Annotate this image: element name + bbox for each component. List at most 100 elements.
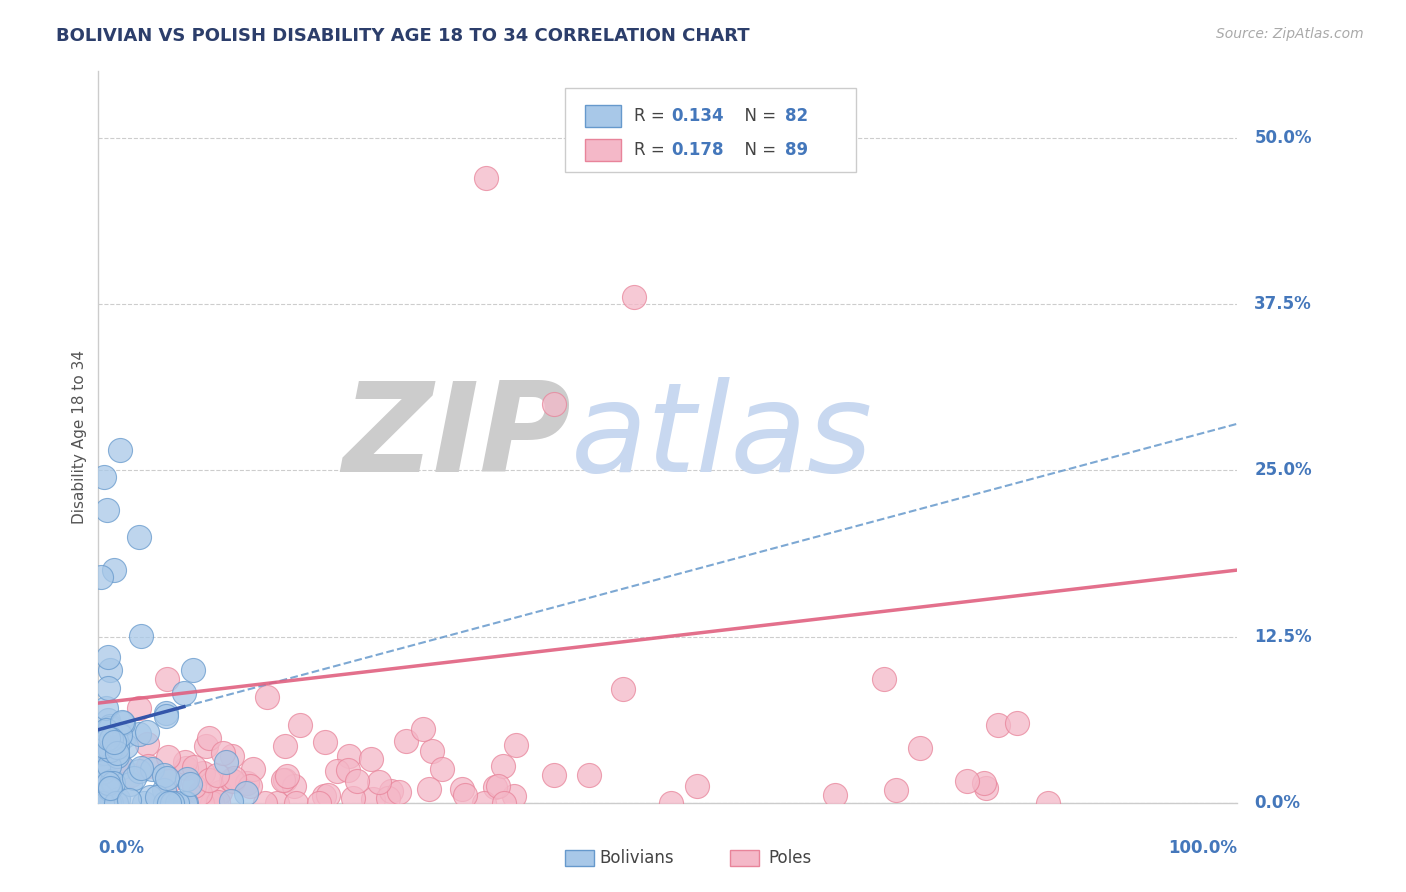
Point [987, 718, 1010, 732]
Point [308, 796, 330, 810]
Point [219, 773, 242, 788]
Point [152, 783, 174, 797]
Point [208, 785, 231, 799]
Point [430, 762, 453, 776]
Point [103, 735, 125, 749]
Point [131, 629, 153, 643]
Point [198, 772, 221, 787]
Text: ZIP: ZIP [342, 376, 571, 498]
Point [283, 779, 305, 793]
Point [235, 776, 257, 790]
Point [100, 796, 122, 810]
Point [337, 763, 360, 777]
Point [361, 792, 384, 806]
Point [115, 739, 138, 754]
Text: 0.134: 0.134 [671, 107, 724, 125]
Point [100, 731, 122, 746]
Point [97, 681, 120, 695]
Text: 25.0%: 25.0% [1254, 461, 1312, 479]
Point [222, 773, 245, 788]
Point [157, 796, 180, 810]
Point [89, 789, 111, 803]
Point [973, 776, 995, 790]
Point [97, 781, 120, 796]
Point [222, 771, 245, 785]
Text: 37.5%: 37.5% [1254, 295, 1312, 313]
Point [212, 746, 235, 760]
Point [824, 788, 846, 802]
Point [908, 740, 931, 755]
Text: atlas: atlas [571, 376, 873, 498]
Point [193, 765, 215, 780]
Point [503, 789, 526, 804]
Point [543, 768, 565, 782]
Point [312, 789, 335, 804]
Point [107, 792, 129, 806]
Point [412, 722, 434, 736]
Point [96, 796, 118, 810]
Point [453, 788, 475, 802]
Point [136, 737, 159, 751]
Point [543, 397, 565, 411]
Bar [585, 105, 621, 127]
Point [253, 796, 276, 810]
Point [98, 719, 121, 733]
Point [179, 777, 201, 791]
Point [368, 775, 391, 789]
Point [128, 701, 150, 715]
Point [98, 759, 121, 773]
Point [97, 775, 120, 789]
Point [219, 794, 242, 808]
Point [94, 723, 117, 738]
Point [89, 763, 111, 777]
Point [136, 759, 159, 773]
Point [91, 764, 114, 779]
Point [276, 769, 298, 783]
Point [98, 663, 121, 677]
Point [93, 739, 115, 754]
Point [90, 796, 112, 810]
Point [94, 796, 117, 810]
Point [96, 701, 118, 715]
Point [136, 725, 159, 739]
Point [89, 762, 111, 776]
Point [110, 714, 132, 729]
Text: 0.0%: 0.0% [98, 839, 145, 857]
Point [97, 731, 120, 745]
Point [284, 796, 307, 810]
Point [686, 779, 709, 793]
Point [176, 772, 198, 786]
Point [342, 791, 364, 805]
Point [156, 673, 179, 687]
Point [195, 739, 218, 753]
Point [450, 782, 472, 797]
Point [153, 768, 176, 782]
Point [104, 796, 127, 810]
Text: 89: 89 [785, 141, 808, 160]
Point [134, 796, 156, 810]
Point [235, 786, 257, 800]
Point [129, 761, 152, 775]
Point [91, 796, 114, 810]
Point [174, 796, 197, 810]
Point [128, 530, 150, 544]
Point [100, 743, 122, 757]
Point [274, 739, 297, 753]
Text: 82: 82 [785, 107, 808, 125]
Point [96, 796, 118, 810]
Point [188, 786, 211, 800]
Text: 12.5%: 12.5% [1254, 628, 1312, 646]
Text: N =: N = [734, 141, 782, 160]
Point [395, 734, 418, 748]
Point [112, 715, 135, 730]
Point [103, 563, 125, 577]
Text: N =: N = [734, 107, 782, 125]
Point [360, 751, 382, 765]
Point [156, 772, 179, 786]
Point [659, 796, 682, 810]
Point [377, 791, 399, 805]
Text: Poles: Poles [768, 849, 811, 867]
Point [239, 779, 262, 793]
Bar [565, 850, 593, 866]
Point [97, 796, 120, 810]
